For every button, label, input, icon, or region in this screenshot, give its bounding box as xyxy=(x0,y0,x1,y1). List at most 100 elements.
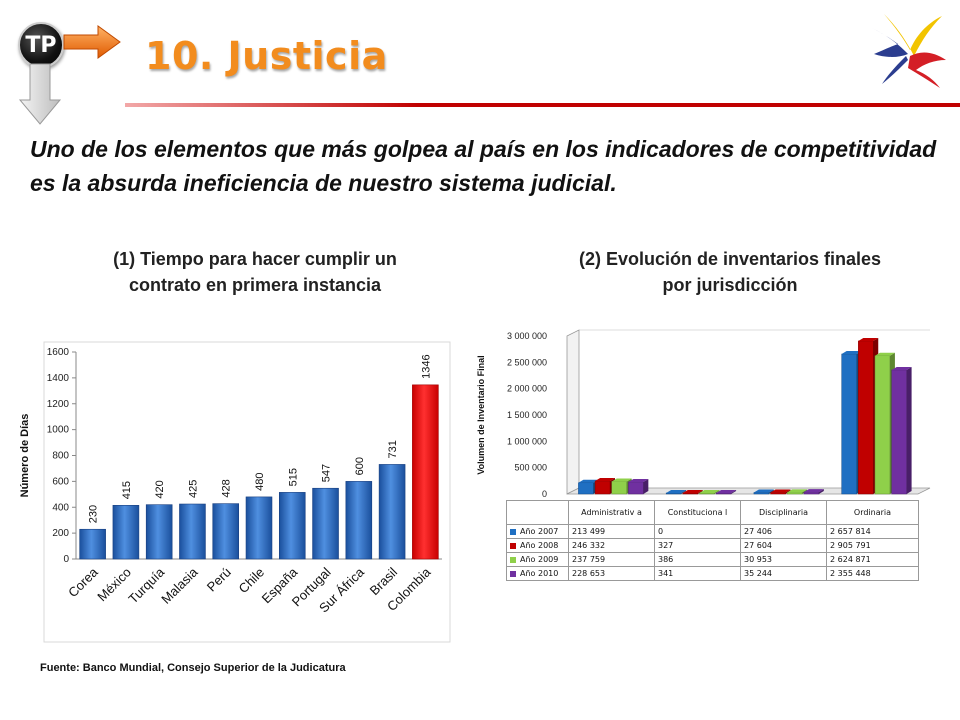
bar-disciplinaria-2-side xyxy=(802,489,808,494)
y-tick-label: 1200 xyxy=(47,399,70,410)
bar-brasil xyxy=(378,464,406,560)
table-cell: 2 905 791 xyxy=(826,538,919,553)
legend-label: Año 2007 xyxy=(520,527,559,536)
y-tick-label: 400 xyxy=(52,502,69,513)
chart2-side-wall xyxy=(566,329,580,495)
bar-disciplinaria-2-top xyxy=(787,489,808,493)
bar-constitucional-3-top xyxy=(716,490,737,493)
bar-constitucional-1-top xyxy=(682,490,703,493)
legend-label: Año 2009 xyxy=(520,555,559,564)
table-header-row: Administrativ a Constituciona l Discipli… xyxy=(506,500,919,525)
bar-administrativa-1 xyxy=(594,480,611,495)
bar-disciplinaria-1-side xyxy=(785,489,791,494)
bar-data-label: 230 xyxy=(88,505,100,523)
bar-constitucional-0-side xyxy=(681,490,687,494)
y-tick-label: 2 500 000 xyxy=(507,357,547,367)
table-cell: 35 244 xyxy=(740,566,827,581)
bar-constitucional-2-side xyxy=(714,490,720,494)
bar-ordinaria-0 xyxy=(841,353,857,495)
bar-administrativa-3 xyxy=(628,481,644,495)
table-header-cell: Administrativ a xyxy=(568,500,655,525)
legend-key-2007 xyxy=(510,528,516,535)
bar-data-label: 547 xyxy=(321,464,333,482)
bar-administrativa-3-side xyxy=(643,478,649,494)
chart1-frame xyxy=(43,341,451,643)
table-header-cell: Constituciona l xyxy=(654,500,741,525)
legend-cell: Año 2007 xyxy=(506,524,569,539)
bar-ordinaria-1-top xyxy=(858,337,879,341)
bar-administrativa-0 xyxy=(578,482,594,495)
y-axis-label: Número de Días xyxy=(19,414,31,498)
y-axis-label: Volumen de Inventario Final xyxy=(476,355,486,474)
bar-constitucional-2 xyxy=(699,492,715,495)
bar-constitucional-2-top xyxy=(699,490,720,493)
table-row: Año 2009 237 759 386 30 953 2 624 871 xyxy=(506,552,919,567)
page-title: 10. Justicia xyxy=(145,34,388,78)
table-header-cell: Ordinaria xyxy=(826,500,919,525)
bar-data-label: 1346 xyxy=(420,354,432,378)
bar-ordinaria-1 xyxy=(858,340,874,495)
y-tick-label: 1000 xyxy=(47,425,70,436)
legend-cell: Año 2008 xyxy=(506,538,569,553)
bar-disciplinaria-3-side xyxy=(818,489,824,494)
y-tick-label: 2 000 000 xyxy=(507,384,547,394)
bar-constitucional-0-top xyxy=(666,490,687,493)
y-tick-label: 600 xyxy=(52,476,69,487)
table-row: Año 2007 213 499 0 27 406 2 657 814 xyxy=(506,524,919,539)
table-row: Año 2008 246 332 327 27 604 2 905 791 xyxy=(506,538,919,553)
bar-ordinaria-3 xyxy=(891,369,907,495)
x-tick-label: Malasia xyxy=(158,564,201,607)
bar-constitucional-1-side xyxy=(697,490,703,494)
table-cell: 341 xyxy=(654,566,741,581)
arrow-down-icon xyxy=(18,63,62,125)
bar-data-label: 480 xyxy=(254,473,266,491)
bar-disciplinaria-0 xyxy=(753,492,770,495)
source-note: Fuente: Banco Mundial, Consejo Superior … xyxy=(40,662,346,674)
table-cell: 327 xyxy=(654,538,741,553)
bar-constitucional-3 xyxy=(715,492,732,495)
table-cell: 2 355 448 xyxy=(826,566,919,581)
table-cell: 30 953 xyxy=(740,552,827,567)
page-subtitle: Uno de los elementos que más golpea al p… xyxy=(30,136,937,196)
legend-cell: Año 2010 xyxy=(506,566,569,581)
brand-logo-icon xyxy=(872,14,946,88)
title-rule xyxy=(125,103,960,107)
legend-key-2010 xyxy=(510,570,516,577)
legend-label: Año 2008 xyxy=(520,541,559,550)
chart-inventory-evolution: Volumen de Inventario Final 0 500 000 1 000… xyxy=(476,329,931,499)
y-tick-label: 0 xyxy=(63,554,69,565)
table-cell: 228 653 xyxy=(568,566,655,581)
table-cell: 213 499 xyxy=(568,524,655,539)
legend-key-2008 xyxy=(510,542,516,549)
table-cell: 2 657 814 xyxy=(826,524,919,539)
bar-administrativa-3-top xyxy=(628,478,649,482)
bar-constitucional-0 xyxy=(665,492,682,495)
bar-administrativa-2 xyxy=(611,481,627,495)
bar-disciplinaria-3 xyxy=(803,491,820,495)
bar-sur-áfrica xyxy=(345,481,373,560)
bar-data-label: 415 xyxy=(121,481,133,499)
bar-ordinaria-0-top xyxy=(841,351,862,355)
bar-data-label: 425 xyxy=(187,480,199,498)
bar-portugal xyxy=(312,487,339,560)
bar-ordinaria-2 xyxy=(874,355,891,495)
table-corner-cell xyxy=(506,500,569,525)
bar-ordinaria-2-top xyxy=(875,352,895,356)
bar-disciplinaria-1-top xyxy=(770,489,791,493)
bar-corea xyxy=(79,528,106,560)
bar-disciplinaria-0-side xyxy=(768,489,774,494)
table-cell: 2 624 871 xyxy=(826,552,919,567)
legend-key-2009 xyxy=(510,556,516,563)
y-tick-label: 800 xyxy=(52,451,69,462)
bar-data-label: 731 xyxy=(387,440,399,458)
bar-constitucional-1 xyxy=(682,492,698,495)
chart1-title: (1) Tiempo para hacer cumplir un contrat… xyxy=(113,249,397,295)
bar-turquía xyxy=(145,504,173,560)
table-cell: 386 xyxy=(654,552,741,567)
y-tick-label: 1 500 000 xyxy=(507,410,547,420)
bar-disciplinaria-2 xyxy=(787,492,803,495)
bar-administrativa-2-top xyxy=(611,478,632,482)
legend-cell: Año 2009 xyxy=(506,552,569,567)
table-cell: 0 xyxy=(654,524,741,539)
table-cell: 27 406 xyxy=(740,524,827,539)
